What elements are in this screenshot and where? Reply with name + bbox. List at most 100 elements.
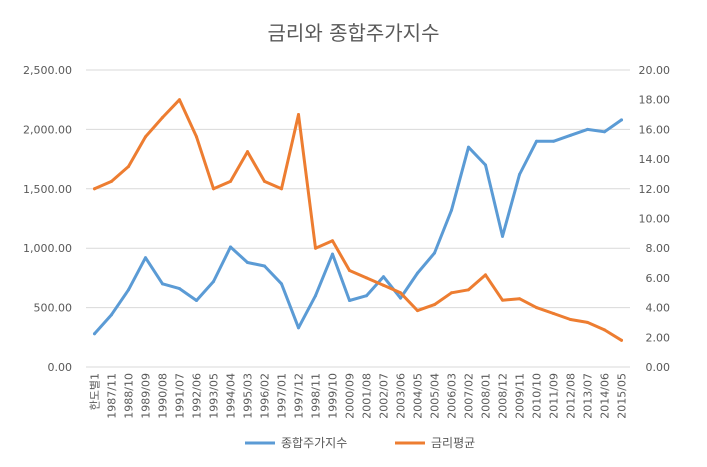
right-tick-label: 14.00 bbox=[639, 153, 671, 166]
data-point bbox=[110, 313, 113, 317]
x-tick-label: 1989/09 bbox=[140, 373, 153, 419]
data-point bbox=[518, 173, 521, 177]
data-point bbox=[178, 98, 181, 102]
data-point bbox=[450, 208, 453, 212]
x-tick-label: 한도별1 bbox=[89, 373, 102, 410]
x-tick-label: 1991/07 bbox=[174, 373, 187, 419]
x-tick-label: 1998/11 bbox=[310, 373, 323, 419]
x-tick-label: 2001/08 bbox=[361, 373, 374, 419]
x-tick-label: 2006/03 bbox=[446, 373, 459, 419]
data-point bbox=[365, 294, 368, 298]
data-point bbox=[433, 303, 436, 307]
data-point bbox=[416, 271, 419, 275]
data-point bbox=[467, 145, 470, 149]
right-tick-label: 20.00 bbox=[639, 64, 671, 77]
data-point bbox=[161, 116, 164, 120]
x-tick-label: 1997/12 bbox=[293, 373, 306, 419]
data-point bbox=[501, 298, 504, 302]
data-point bbox=[246, 150, 249, 154]
data-point bbox=[552, 312, 555, 316]
left-tick-label: 2,500.00 bbox=[23, 64, 72, 77]
data-point bbox=[195, 135, 198, 139]
left-tick-label: 0.00 bbox=[48, 361, 73, 374]
data-point bbox=[93, 187, 96, 191]
x-tick-label: 1994/04 bbox=[225, 373, 238, 419]
left-tick-label: 1,500.00 bbox=[23, 183, 72, 196]
left-tick-label: 500.00 bbox=[34, 302, 73, 315]
x-tick-label: 1999/10 bbox=[327, 373, 340, 419]
data-point bbox=[195, 298, 198, 302]
x-tick-label: 2007/02 bbox=[463, 373, 476, 419]
right-tick-label: 8.00 bbox=[646, 242, 671, 255]
data-point bbox=[93, 332, 96, 336]
data-point bbox=[484, 163, 487, 167]
data-point bbox=[297, 113, 300, 117]
x-tick-label: 2013/07 bbox=[582, 373, 595, 419]
x-tick-label: 2008/12 bbox=[497, 373, 510, 419]
data-point bbox=[212, 279, 215, 283]
data-point bbox=[467, 288, 470, 292]
data-point bbox=[161, 282, 164, 286]
right-tick-label: 18.00 bbox=[639, 94, 671, 107]
x-tick-label: 1988/10 bbox=[123, 373, 136, 419]
data-point bbox=[280, 282, 283, 286]
x-tick-label: 1990/08 bbox=[157, 373, 170, 419]
left-tick-label: 2,000.00 bbox=[23, 123, 72, 136]
x-tick-label: 2000/09 bbox=[344, 373, 357, 419]
data-point bbox=[382, 283, 385, 287]
series-line-1 bbox=[93, 98, 623, 342]
x-tick-label: 1995/03 bbox=[242, 373, 255, 419]
data-point bbox=[280, 187, 283, 191]
right-tick-label: 16.00 bbox=[639, 123, 671, 136]
data-point bbox=[518, 297, 521, 301]
x-tick-label: 2005/04 bbox=[429, 373, 442, 419]
chart-title: 금리와 종합주가지수 bbox=[268, 21, 440, 45]
data-point bbox=[263, 264, 266, 268]
x-tick-label: 2012/08 bbox=[565, 373, 578, 419]
data-point bbox=[110, 179, 113, 183]
right-tick-label: 0.00 bbox=[646, 361, 671, 374]
series-layer bbox=[93, 98, 623, 342]
legend-label: 금리평균 bbox=[431, 436, 475, 450]
data-point bbox=[365, 276, 368, 280]
x-tick-label: 2008/01 bbox=[480, 373, 493, 419]
series-line-0 bbox=[93, 118, 623, 336]
legend-label: 종합주가지수 bbox=[281, 436, 347, 450]
data-point bbox=[263, 179, 266, 183]
data-point bbox=[331, 239, 334, 243]
right-tick-label: 4.00 bbox=[646, 302, 671, 315]
left-tick-label: 1,000.00 bbox=[23, 242, 72, 255]
x-tick-label: 1992/06 bbox=[191, 373, 204, 419]
left-axis: 0.00 500.00 1,000.00 1,500.00 2,000.00 2,500.… bbox=[23, 64, 72, 374]
right-tick-label: 6.00 bbox=[646, 272, 671, 285]
data-point bbox=[348, 298, 351, 302]
x-tick-label: 2004/05 bbox=[412, 373, 425, 419]
data-point bbox=[535, 139, 538, 143]
x-tick-label: 2011/09 bbox=[548, 373, 561, 419]
data-point bbox=[314, 246, 317, 250]
data-point bbox=[620, 118, 623, 122]
data-point bbox=[450, 291, 453, 295]
right-tick-label: 10.00 bbox=[639, 213, 671, 226]
data-point bbox=[127, 165, 130, 169]
x-tick-label: 2015/05 bbox=[616, 373, 629, 419]
x-axis: 한도별1 1987/11 1988/10 1989/09 1990/08 1991/07 1… bbox=[89, 373, 629, 419]
x-tick-label: 1993/05 bbox=[208, 373, 221, 419]
data-point bbox=[382, 275, 385, 279]
data-point bbox=[535, 306, 538, 310]
right-tick-label: 2.00 bbox=[646, 331, 671, 344]
x-tick-label: 2002/07 bbox=[378, 373, 391, 419]
data-point bbox=[331, 252, 334, 256]
x-tick-label: 2010/10 bbox=[531, 373, 544, 419]
data-point bbox=[603, 130, 606, 134]
data-point bbox=[586, 320, 589, 324]
data-point bbox=[348, 268, 351, 272]
data-point bbox=[229, 179, 232, 183]
data-point bbox=[399, 296, 402, 300]
x-tick-label: 2014/06 bbox=[599, 373, 612, 419]
data-point bbox=[569, 317, 572, 321]
data-point bbox=[586, 127, 589, 131]
data-point bbox=[178, 287, 181, 291]
data-point bbox=[144, 135, 147, 139]
